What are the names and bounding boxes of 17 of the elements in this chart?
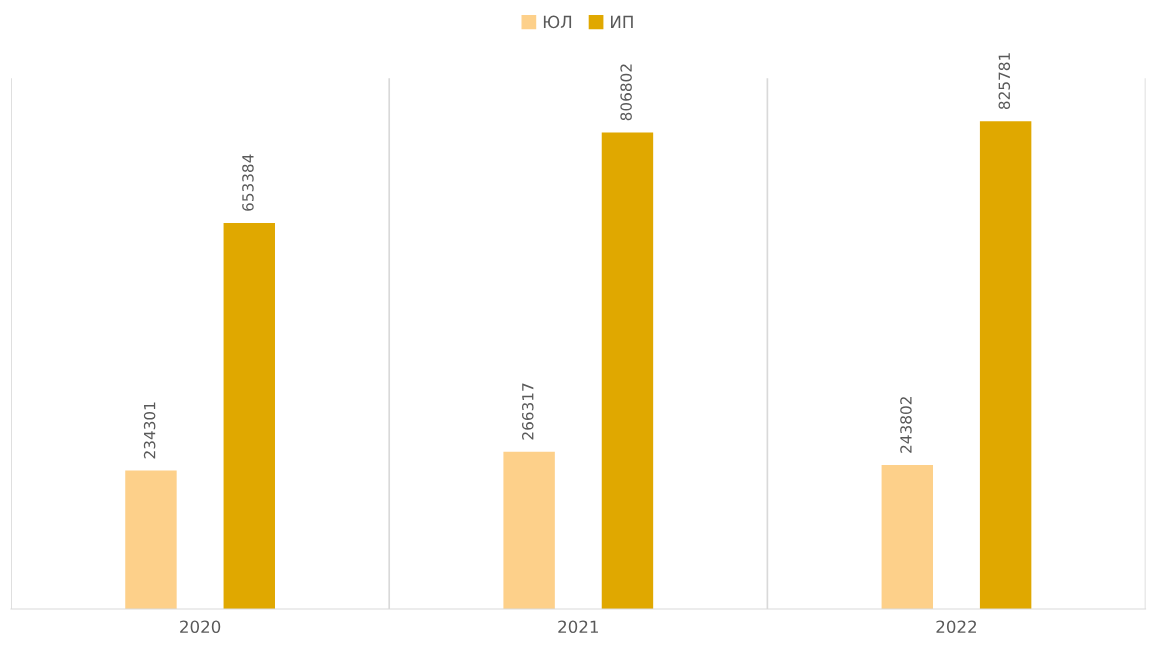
data-label: 243802: [900, 397, 912, 453]
legend-label: ИП: [611, 15, 633, 28]
x-tick-label: 2021: [558, 620, 598, 634]
data-label: 234301: [143, 402, 156, 459]
data-label: 266317: [522, 383, 534, 440]
bar: [979, 121, 1032, 610]
x-tick-label: 2020: [180, 620, 221, 634]
data-label: 653384: [242, 154, 254, 211]
bar: [601, 132, 654, 610]
bar: [223, 223, 275, 610]
bar: [503, 451, 555, 610]
legend-label: ЮЛ: [543, 15, 572, 29]
bar: [125, 470, 177, 610]
data-label: 806802: [620, 64, 632, 121]
data-label: 825781: [998, 53, 1011, 110]
x-tick-label: 2022: [936, 620, 976, 634]
bar: [881, 465, 934, 610]
